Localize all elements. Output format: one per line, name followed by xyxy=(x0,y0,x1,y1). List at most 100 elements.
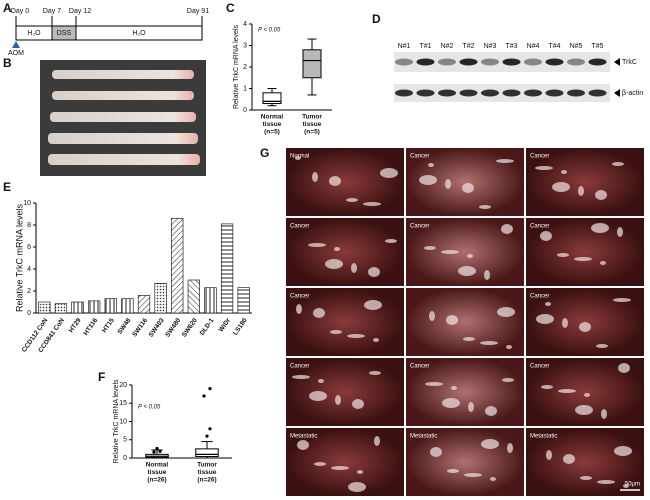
y-axis-label: Relative TrkC mRNA levels xyxy=(113,379,120,464)
tissue-lumen xyxy=(601,409,607,419)
micrograph-label: Cancer xyxy=(290,224,309,230)
lane-label: N#4 xyxy=(527,43,540,50)
micrograph-label: Cancer xyxy=(410,224,429,230)
tissue-lumen xyxy=(348,482,366,492)
blot-strip xyxy=(394,52,610,72)
bar xyxy=(71,301,84,314)
lane-label: T#1 xyxy=(419,43,431,50)
y-tick-label: 0 xyxy=(27,310,31,317)
x-tick-label: Tumor xyxy=(302,114,322,121)
x-tick-label: Normal xyxy=(146,462,169,469)
band xyxy=(567,58,585,66)
annotation: P < 0.05 xyxy=(258,28,281,34)
tissue-lumen xyxy=(540,231,552,241)
micrograph xyxy=(286,218,404,286)
tissue-lumen xyxy=(428,163,434,167)
bar xyxy=(88,300,101,314)
y-tick-label: 6 xyxy=(27,244,31,251)
tissue-lumen xyxy=(442,398,460,408)
outlier xyxy=(155,446,159,451)
segment-label: H₂O xyxy=(132,30,146,37)
micrograph xyxy=(406,428,524,496)
tissue-lumen xyxy=(364,300,382,310)
x-tick-label: tissue xyxy=(148,469,167,476)
lane-label: N#3 xyxy=(484,43,497,50)
micrograph-label: Normal xyxy=(290,154,309,160)
tissue-lumen xyxy=(462,183,474,193)
tissue-lumen xyxy=(352,399,364,409)
bar xyxy=(154,282,167,314)
micrograph-label: Metastatic xyxy=(530,434,557,440)
y-tick-label: 10 xyxy=(23,200,31,207)
band xyxy=(524,89,542,97)
bar xyxy=(187,279,200,314)
y-tick-label: 2 xyxy=(243,64,247,71)
lane-label: T#4 xyxy=(548,43,560,50)
band xyxy=(588,58,607,66)
tissue-lumen xyxy=(552,182,570,192)
tissue-lumen xyxy=(467,254,473,258)
bar xyxy=(54,303,68,314)
tissue-lumen xyxy=(373,338,379,342)
micrograph-label: Cancer xyxy=(530,224,549,230)
tissue-lumen xyxy=(330,330,342,334)
micrograph-label: Cancer xyxy=(290,364,309,370)
tissue-lumen xyxy=(558,389,576,393)
y-tick-label: 20 xyxy=(119,382,127,389)
bar xyxy=(38,301,51,314)
tissue-lumen xyxy=(596,344,608,348)
band xyxy=(502,89,521,97)
tissue-lumen xyxy=(501,224,513,234)
y-tick-label: 0 xyxy=(123,455,127,462)
band xyxy=(545,89,564,97)
tissue-lumen xyxy=(497,307,515,317)
tissue-lumen xyxy=(318,379,324,383)
micrograph xyxy=(286,358,404,426)
micrograph xyxy=(406,288,524,356)
tissue-lumen xyxy=(563,454,575,464)
lane-label: N#5 xyxy=(570,43,583,50)
western-blot: TrkC β-actin N#1 T#1 N#2 T#2 N#3 T#3 N#4 T#4 N#5… xyxy=(394,43,643,102)
colon xyxy=(52,70,194,79)
tissue-lumen xyxy=(623,484,629,488)
lane-label: T#3 xyxy=(505,43,517,50)
tissue-lumen xyxy=(545,302,551,306)
tissue-lumen xyxy=(506,345,512,349)
tissue-lumen xyxy=(297,440,309,450)
y-tick-label: 0 xyxy=(243,107,247,114)
tissue-lumen xyxy=(313,308,325,318)
tissue-lumen xyxy=(597,480,615,484)
aom-marker xyxy=(12,41,20,48)
tissue-lumen xyxy=(562,318,568,328)
outlier xyxy=(158,449,162,454)
box xyxy=(195,448,219,458)
y-axis-label: Relative TrkC mRNA levels xyxy=(233,24,240,109)
x-tick-label: LS180 xyxy=(232,317,249,337)
tissue-lumen xyxy=(595,190,607,200)
day-label: Day 12 xyxy=(69,8,91,15)
tissue-lumen xyxy=(574,257,592,261)
tissue-lumen xyxy=(490,477,496,481)
segment-label: DSS xyxy=(57,30,72,37)
tissue-lumen xyxy=(480,341,498,345)
tissue-lumen xyxy=(335,395,341,405)
lane-label: N#1 xyxy=(398,43,411,50)
tissue-lumen xyxy=(463,337,475,341)
tissue-lumen xyxy=(451,386,457,390)
tissue-lumen xyxy=(591,223,609,233)
colon xyxy=(52,91,194,100)
tissue-lumen xyxy=(430,447,442,457)
micrograph-label: Cancer xyxy=(410,154,429,160)
micrograph-label: Cancer xyxy=(530,364,549,370)
x-tick-label: Tumor xyxy=(197,462,217,469)
micrographs: Normal Cancer Cancer Cancer Cancer Cancer Canc… xyxy=(286,148,644,496)
tissue-lumen xyxy=(479,205,491,209)
y-tick-label: 4 xyxy=(243,21,247,28)
tissue-lumen xyxy=(464,473,482,477)
tissue-lumen xyxy=(429,311,435,321)
bar xyxy=(204,287,217,314)
tissue-lumen xyxy=(445,179,451,189)
x-tick-label: (n=5) xyxy=(304,129,320,136)
tissue-lumen xyxy=(535,166,553,170)
